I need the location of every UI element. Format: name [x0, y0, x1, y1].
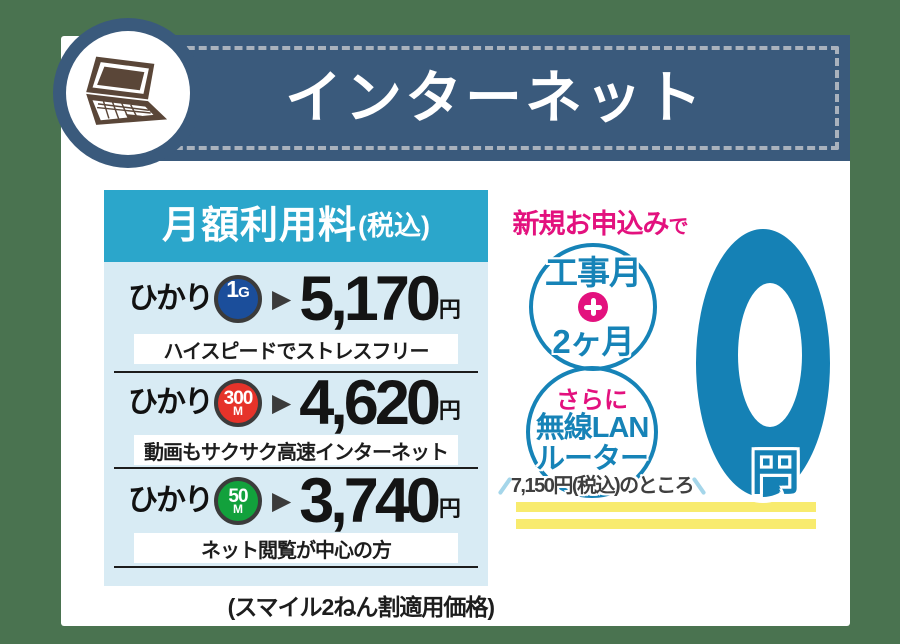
plan-description: ハイスピードでストレスフリー: [134, 334, 458, 364]
speed-badge-300m: 300 M: [214, 379, 262, 427]
laptop-badge-circle: [53, 18, 203, 168]
bubble2-line1: 無線LAN: [535, 411, 650, 444]
promo-lead-suffix: で: [668, 216, 689, 238]
laptop-icon: [86, 56, 168, 125]
row-divider: [114, 467, 478, 469]
pricing-panel-header: 月額利用料 (税込): [104, 190, 488, 262]
arrow-right-icon: ▶: [272, 486, 292, 515]
plan-description: 動画もサクサク高速インターネット: [134, 435, 458, 465]
plan-line: ひかり 300 M ▶ 4,620 円: [104, 367, 488, 438]
arrow-right-icon: ▶: [272, 388, 292, 417]
promo-lead-main: 新規お申込み: [512, 209, 670, 239]
plan-price: 5,170: [299, 263, 441, 334]
plan-line: ひかり 1 G ▶ 5,170 円: [104, 266, 488, 332]
plan-row-300m: ひかり 300 M ▶ 4,620 円 動画もサクサク高速インターネット: [104, 367, 488, 469]
zero-yen-figure: [686, 221, 840, 507]
bubble1-line1: 工事月: [545, 254, 642, 291]
speed-badge-50m: 50 M: [214, 477, 262, 525]
original-price-note: 7,150円(税込)のところ: [497, 475, 707, 497]
speed-badge-1g: 1 G: [214, 275, 262, 323]
bubble1-line2: 2ヶ月: [552, 323, 634, 360]
pricing-title: 月額利用料: [162, 205, 358, 247]
pricing-title-tax-note: (税込): [358, 210, 430, 241]
carrier-label: ひかり: [128, 484, 214, 517]
promo-lead: 新規お申込みで: [500, 211, 700, 238]
yellow-highlight-bar: [516, 502, 816, 512]
plan-price: 4,620: [299, 367, 441, 438]
yellow-highlight-bar: [516, 519, 816, 529]
carrier-label: ひかり: [128, 282, 214, 315]
zero-yen-unit: 円: [751, 446, 801, 500]
plan-row-1g: ひかり 1 G ▶ 5,170 円 ハイスピードでストレスフリー: [104, 262, 488, 373]
bubble2-label: さらに: [556, 386, 628, 414]
original-price-text: 7,150円(税込)のところ: [510, 475, 695, 497]
plan-price-unit: 円: [438, 297, 461, 322]
laptop-badge-inner: [66, 31, 190, 155]
plan-price: 3,740: [299, 465, 441, 536]
promo-bubble-months: 工事月 2ヶ月: [529, 243, 657, 371]
pricing-panel: 月額利用料 (税込) ひかり 1 G ▶ 5,170 円 ハイスピードでストレス…: [104, 190, 488, 586]
zero-digit: [690, 223, 836, 503]
row-divider: [114, 371, 478, 373]
pricing-panel-body: ひかり 1 G ▶ 5,170 円 ハイスピードでストレスフリー ひかり 300…: [104, 262, 488, 586]
arrow-right-icon: ▶: [272, 284, 292, 313]
discount-footnote: (スマイル2ねん割適用価格): [227, 594, 495, 620]
plan-price-unit: 円: [438, 398, 461, 423]
plan-price-unit: 円: [438, 496, 461, 521]
plus-icon: [578, 292, 608, 322]
plan-row-50m: ひかり 50 M ▶ 3,740 円 ネット閲覧が中心の方: [104, 469, 488, 568]
plan-line: ひかり 50 M ▶ 3,740 円: [104, 465, 488, 536]
page-title: インターネット: [285, 65, 705, 130]
carrier-label: ひかり: [128, 386, 214, 419]
header-banner: インターネット: [140, 35, 850, 161]
promo-bubble-router: さらに 無線LAN ルーター: [526, 366, 658, 498]
bubble2-line2: ルーター: [535, 443, 649, 475]
plan-description: ネット閲覧が中心の方: [134, 533, 458, 563]
row-divider: [114, 566, 478, 568]
